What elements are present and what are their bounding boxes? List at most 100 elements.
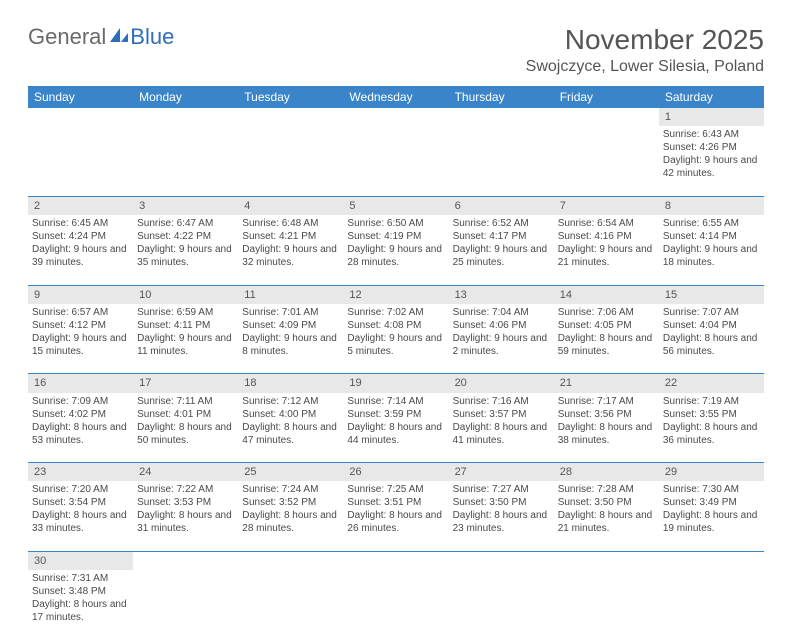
- day-content-row: Sunrise: 6:57 AM Sunset: 4:12 PM Dayligh…: [28, 304, 764, 374]
- title-block: November 2025 Swojczyce, Lower Silesia, …: [526, 24, 764, 76]
- day-header: Wednesday: [343, 86, 448, 108]
- day-cell: Sunrise: 6:52 AM Sunset: 4:17 PM Dayligh…: [449, 215, 554, 285]
- day-cell: [554, 126, 659, 196]
- day-cell: [133, 570, 238, 640]
- day-cell: Sunrise: 6:47 AM Sunset: 4:22 PM Dayligh…: [133, 215, 238, 285]
- calendar-body: 1Sunrise: 6:43 AM Sunset: 4:26 PM Daylig…: [28, 108, 764, 640]
- day-cell: Sunrise: 7:28 AM Sunset: 3:50 PM Dayligh…: [554, 481, 659, 551]
- day-cell: [554, 570, 659, 640]
- day-number: 15: [659, 285, 764, 304]
- day-number: 22: [659, 374, 764, 393]
- day-number: 26: [343, 463, 448, 482]
- day-number: [343, 108, 448, 126]
- day-cell: Sunrise: 6:55 AM Sunset: 4:14 PM Dayligh…: [659, 215, 764, 285]
- day-number: 25: [238, 463, 343, 482]
- day-number: [449, 108, 554, 126]
- day-number: 16: [28, 374, 133, 393]
- day-number: 24: [133, 463, 238, 482]
- day-number: 3: [133, 196, 238, 215]
- day-number: 1: [659, 108, 764, 126]
- day-number: [554, 551, 659, 570]
- day-number: [554, 108, 659, 126]
- day-number: 4: [238, 196, 343, 215]
- day-cell: Sunrise: 7:24 AM Sunset: 3:52 PM Dayligh…: [238, 481, 343, 551]
- logo-text-blue: Blue: [130, 24, 174, 50]
- day-cell: Sunrise: 7:17 AM Sunset: 3:56 PM Dayligh…: [554, 393, 659, 463]
- day-cell: Sunrise: 7:20 AM Sunset: 3:54 PM Dayligh…: [28, 481, 133, 551]
- day-cell: Sunrise: 7:04 AM Sunset: 4:06 PM Dayligh…: [449, 304, 554, 374]
- calendar-table: Sunday Monday Tuesday Wednesday Thursday…: [28, 86, 764, 640]
- day-number: 5: [343, 196, 448, 215]
- day-number: 29: [659, 463, 764, 482]
- day-number: 14: [554, 285, 659, 304]
- day-cell: Sunrise: 7:30 AM Sunset: 3:49 PM Dayligh…: [659, 481, 764, 551]
- day-cell: [238, 570, 343, 640]
- day-number: 9: [28, 285, 133, 304]
- day-number-row: 23242526272829: [28, 463, 764, 482]
- day-number-row: 2345678: [28, 196, 764, 215]
- day-number: 2: [28, 196, 133, 215]
- day-number: 17: [133, 374, 238, 393]
- day-number: 18: [238, 374, 343, 393]
- day-cell: [28, 126, 133, 196]
- day-cell: Sunrise: 6:59 AM Sunset: 4:11 PM Dayligh…: [133, 304, 238, 374]
- day-header-row: Sunday Monday Tuesday Wednesday Thursday…: [28, 86, 764, 108]
- day-content-row: Sunrise: 7:09 AM Sunset: 4:02 PM Dayligh…: [28, 393, 764, 463]
- day-cell: [449, 126, 554, 196]
- day-cell: [238, 126, 343, 196]
- day-number: [449, 551, 554, 570]
- day-cell: Sunrise: 7:22 AM Sunset: 3:53 PM Dayligh…: [133, 481, 238, 551]
- day-number: [133, 551, 238, 570]
- day-number: [343, 551, 448, 570]
- day-number-row: 9101112131415: [28, 285, 764, 304]
- day-cell: Sunrise: 6:50 AM Sunset: 4:19 PM Dayligh…: [343, 215, 448, 285]
- day-cell: [343, 570, 448, 640]
- day-cell: [659, 570, 764, 640]
- day-number: 10: [133, 285, 238, 304]
- day-cell: Sunrise: 7:31 AM Sunset: 3:48 PM Dayligh…: [28, 570, 133, 640]
- day-number: 28: [554, 463, 659, 482]
- day-number: 20: [449, 374, 554, 393]
- day-content-row: Sunrise: 7:31 AM Sunset: 3:48 PM Dayligh…: [28, 570, 764, 640]
- day-content-row: Sunrise: 6:43 AM Sunset: 4:26 PM Dayligh…: [28, 126, 764, 196]
- day-header: Tuesday: [238, 86, 343, 108]
- day-cell: Sunrise: 6:54 AM Sunset: 4:16 PM Dayligh…: [554, 215, 659, 285]
- day-cell: Sunrise: 7:12 AM Sunset: 4:00 PM Dayligh…: [238, 393, 343, 463]
- day-number: [133, 108, 238, 126]
- day-cell: Sunrise: 7:11 AM Sunset: 4:01 PM Dayligh…: [133, 393, 238, 463]
- day-cell: Sunrise: 7:27 AM Sunset: 3:50 PM Dayligh…: [449, 481, 554, 551]
- day-cell: Sunrise: 7:14 AM Sunset: 3:59 PM Dayligh…: [343, 393, 448, 463]
- day-number: [238, 551, 343, 570]
- day-header: Sunday: [28, 86, 133, 108]
- day-header: Saturday: [659, 86, 764, 108]
- day-cell: Sunrise: 7:19 AM Sunset: 3:55 PM Dayligh…: [659, 393, 764, 463]
- day-cell: Sunrise: 6:43 AM Sunset: 4:26 PM Dayligh…: [659, 126, 764, 196]
- day-number-row: 30: [28, 551, 764, 570]
- day-cell: Sunrise: 6:48 AM Sunset: 4:21 PM Dayligh…: [238, 215, 343, 285]
- day-number: 11: [238, 285, 343, 304]
- day-number: 6: [449, 196, 554, 215]
- day-number: [238, 108, 343, 126]
- header: General Blue November 2025 Swojczyce, Lo…: [28, 24, 764, 76]
- day-number: 21: [554, 374, 659, 393]
- day-number: 12: [343, 285, 448, 304]
- day-number: [28, 108, 133, 126]
- day-cell: Sunrise: 7:02 AM Sunset: 4:08 PM Dayligh…: [343, 304, 448, 374]
- logo: General Blue: [28, 24, 174, 50]
- day-number: 8: [659, 196, 764, 215]
- day-content-row: Sunrise: 7:20 AM Sunset: 3:54 PM Dayligh…: [28, 481, 764, 551]
- day-header: Friday: [554, 86, 659, 108]
- day-header: Monday: [133, 86, 238, 108]
- day-number: 19: [343, 374, 448, 393]
- day-cell: [449, 570, 554, 640]
- day-cell: Sunrise: 7:25 AM Sunset: 3:51 PM Dayligh…: [343, 481, 448, 551]
- day-cell: [343, 126, 448, 196]
- day-cell: Sunrise: 7:16 AM Sunset: 3:57 PM Dayligh…: [449, 393, 554, 463]
- day-cell: Sunrise: 6:57 AM Sunset: 4:12 PM Dayligh…: [28, 304, 133, 374]
- day-cell: Sunrise: 7:07 AM Sunset: 4:04 PM Dayligh…: [659, 304, 764, 374]
- day-number: [659, 551, 764, 570]
- page-title: November 2025: [526, 24, 764, 56]
- day-cell: Sunrise: 7:01 AM Sunset: 4:09 PM Dayligh…: [238, 304, 343, 374]
- day-number-row: 1: [28, 108, 764, 126]
- day-header: Thursday: [449, 86, 554, 108]
